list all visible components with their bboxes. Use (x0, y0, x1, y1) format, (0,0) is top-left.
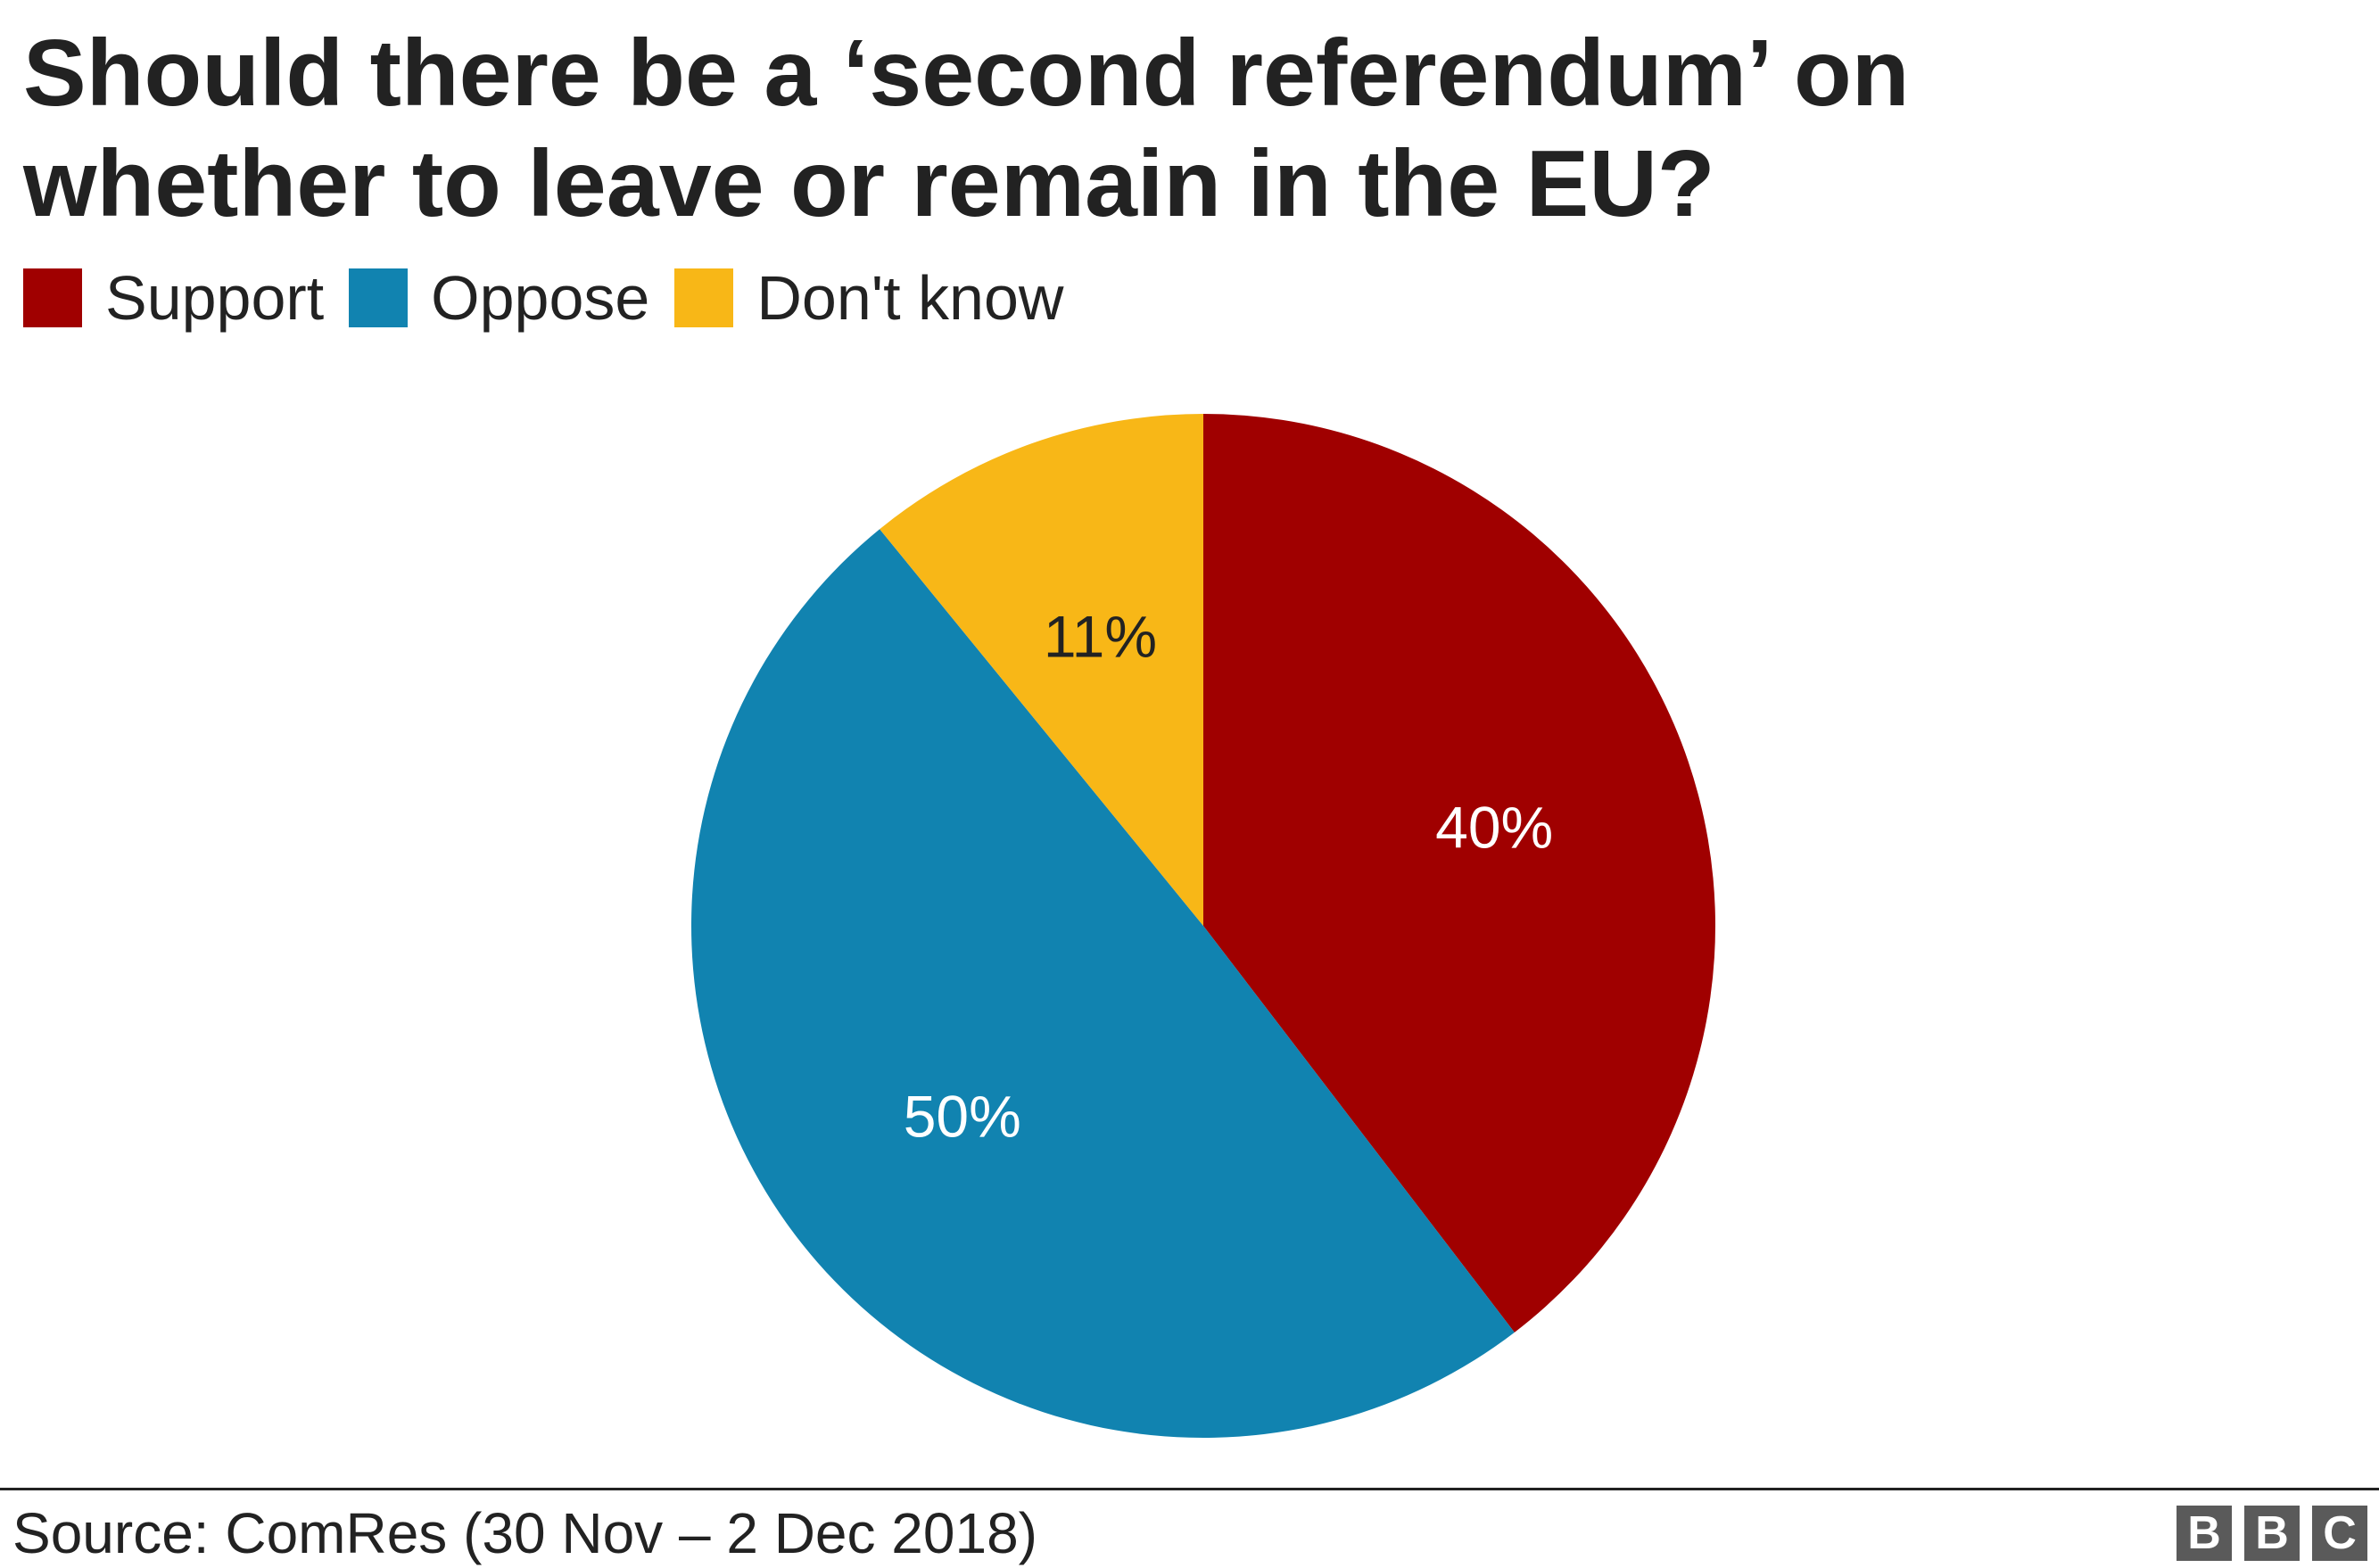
pie-slice-don-t-know (880, 414, 1203, 926)
legend-label-dont-know: Don't know (756, 263, 1064, 333)
legend-label-oppose: Oppose (431, 263, 650, 333)
pie-label-don-t-know: 11% (1044, 604, 1157, 670)
legend-swatch-oppose (349, 268, 409, 327)
pie-slice-support (1203, 414, 1716, 1333)
legend-swatch-support (23, 268, 82, 327)
legend-item-oppose: Oppose (349, 266, 649, 330)
pie-label-support: 40% (1435, 795, 1553, 861)
legend-item-support: Support (23, 266, 324, 330)
pie-labels: 40% 50% 11% (904, 604, 1554, 1150)
pie-slice-oppose (690, 529, 1515, 1439)
bbc-logo: B B C (2164, 1506, 2367, 1561)
source-note: Source: ComRes (30 Nov – 2 Dec 2018) (12, 1501, 1037, 1565)
bbc-logo-block-c: C (2312, 1506, 2367, 1561)
legend-item-dont-know: Don't know (674, 266, 1063, 330)
bbc-logo-block-b2: B (2244, 1506, 2300, 1561)
pie-slices (690, 414, 1716, 1439)
pie-label-oppose: 50% (904, 1084, 1021, 1150)
chart-title: Should there be a ‘second referendum’ on… (23, 18, 2307, 239)
chart-title-line-1: Should there be a ‘second referendum’ on (23, 21, 1910, 126)
legend: Support Oppose Don't know (23, 266, 1088, 330)
legend-swatch-dont-know (674, 268, 734, 327)
chart-title-line-2: whether to leave or remain in the EU? (23, 131, 1715, 236)
footer-divider (0, 1488, 2379, 1490)
bbc-logo-block-b1: B (2177, 1506, 2232, 1561)
legend-label-support: Support (105, 263, 325, 333)
